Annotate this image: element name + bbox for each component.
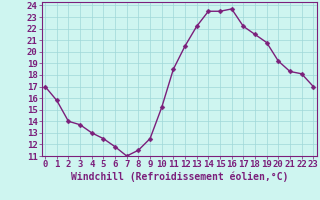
X-axis label: Windchill (Refroidissement éolien,°C): Windchill (Refroidissement éolien,°C) [70, 172, 288, 182]
